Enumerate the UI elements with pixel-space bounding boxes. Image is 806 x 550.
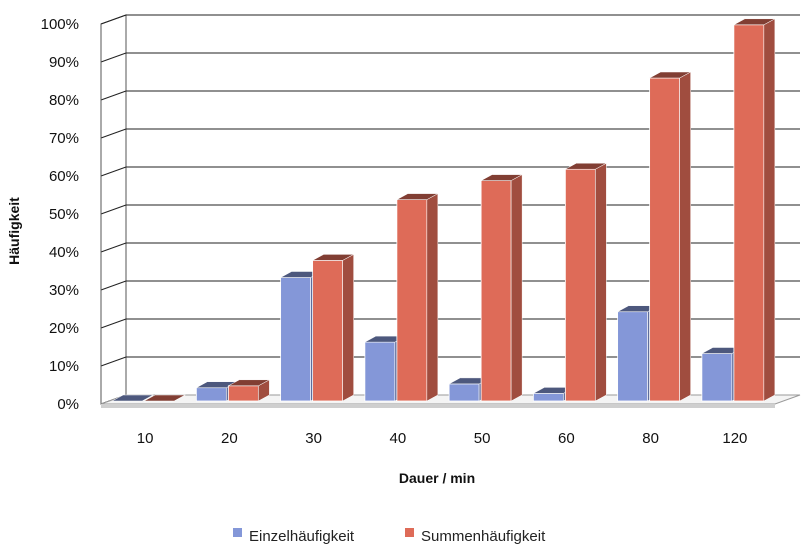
bar xyxy=(227,379,270,402)
x-tick-label: 80 xyxy=(642,430,659,447)
bar-top xyxy=(565,162,607,170)
bar-front xyxy=(396,199,428,402)
x-tick-labels: 10 20 30 40 50 60 80 120 xyxy=(137,430,748,447)
bar xyxy=(396,193,439,402)
bar-side xyxy=(426,193,439,402)
y-tick-label: 70% xyxy=(49,130,79,147)
bar-top xyxy=(144,394,186,402)
legend-label-einzel: Einzelhäufigkeit xyxy=(249,528,355,545)
bar-front xyxy=(448,383,480,402)
y-tick-label: 0% xyxy=(57,396,79,413)
gridline-side xyxy=(100,166,127,177)
bar-front xyxy=(195,387,227,402)
bar-top xyxy=(112,394,154,402)
y-tick-label: 40% xyxy=(49,244,79,261)
bar-top xyxy=(228,379,270,387)
y-tick-label: 10% xyxy=(49,358,79,375)
y-tick-label: 20% xyxy=(49,320,79,337)
gridline-side xyxy=(100,90,127,101)
bar xyxy=(480,174,523,402)
legend-swatch-summen xyxy=(405,528,414,537)
bar xyxy=(112,394,154,402)
gridline-side xyxy=(100,280,127,291)
y-tick-label: 90% xyxy=(49,54,79,71)
x-tick-label: 50 xyxy=(474,430,491,447)
x-tick-label: 30 xyxy=(305,430,322,447)
gridline-side xyxy=(100,14,127,25)
gridline-side xyxy=(100,128,127,139)
bar-top xyxy=(733,18,775,26)
x-axis-title: Dauer / min xyxy=(399,470,475,486)
legend-item-einzel: Einzelhäufigkeit xyxy=(233,528,355,545)
gridline-side xyxy=(100,52,127,63)
bar-top xyxy=(312,254,354,261)
x-tick-label: 10 xyxy=(137,430,154,447)
bar-side xyxy=(342,253,354,402)
bar-front xyxy=(564,168,596,402)
bar-front xyxy=(227,385,259,402)
gridline-side xyxy=(100,318,127,329)
bar-top xyxy=(649,71,691,79)
x-tick-label: 40 xyxy=(390,430,407,447)
legend-swatch-einzel xyxy=(233,528,242,537)
gridline-side xyxy=(100,242,127,253)
gridline-side xyxy=(100,204,127,215)
bar-top xyxy=(396,193,438,200)
bar xyxy=(144,394,186,402)
bar xyxy=(649,71,691,402)
x-tick-label: 60 xyxy=(558,430,575,447)
bar-front xyxy=(364,341,396,402)
bars xyxy=(112,18,776,402)
bar-side xyxy=(510,174,523,402)
x-tick-label: 20 xyxy=(221,430,238,447)
y-tick-label: 60% xyxy=(49,168,79,185)
bar-front xyxy=(532,392,564,402)
bar-front xyxy=(480,180,512,402)
bar xyxy=(564,162,607,402)
bar xyxy=(733,18,776,402)
bar-side xyxy=(679,71,691,402)
legend-label-summen: Summenhäufigkeit xyxy=(421,528,546,545)
bar-front xyxy=(701,353,733,402)
bar-front xyxy=(312,259,344,402)
legend: Einzelhäufigkeit Summenhäufigkeit xyxy=(233,528,546,545)
bar-front xyxy=(280,277,312,402)
bar-top xyxy=(481,174,523,181)
y-tick-label: 50% xyxy=(49,206,79,223)
y-tick-label: 80% xyxy=(49,92,79,109)
gridline-side xyxy=(100,356,127,367)
y-tick-labels: 0% 10% 20% 30% 40% 50% 60% 70% 80% 90% 100% xyxy=(41,16,79,413)
bar-side xyxy=(763,18,776,402)
y-tick-label: 30% xyxy=(49,282,79,299)
y-tick-label: 100% xyxy=(41,16,79,33)
bar-front xyxy=(617,311,649,402)
bar-front xyxy=(733,24,765,402)
x-tick-label: 120 xyxy=(722,430,747,447)
y-axis-title: Häufigkeit xyxy=(6,197,22,265)
bar-side xyxy=(595,162,607,402)
bar-front xyxy=(649,77,681,402)
legend-item-summen: Summenhäufigkeit xyxy=(405,528,546,545)
gridlines xyxy=(100,14,800,405)
bar xyxy=(312,253,354,402)
